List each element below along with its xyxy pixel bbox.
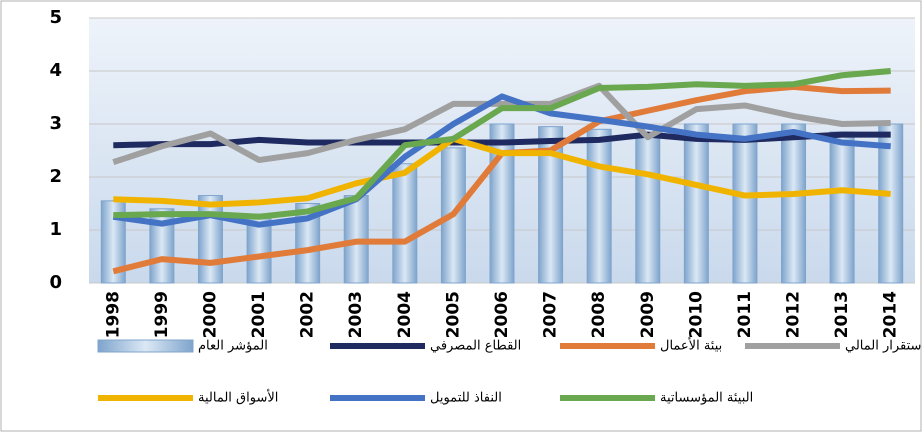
y-tick-label: 3 bbox=[49, 113, 62, 134]
bar bbox=[586, 128, 612, 284]
x-tick-label: 2014 bbox=[881, 291, 901, 338]
line bbox=[113, 135, 891, 208]
bar bbox=[829, 131, 855, 284]
x-tick-label: 2003 bbox=[346, 291, 366, 338]
line bbox=[112, 82, 891, 166]
y-tick-label: 0 bbox=[49, 272, 62, 293]
x-tick-label: 2013 bbox=[832, 291, 852, 338]
x-tick-label: 2008 bbox=[589, 291, 609, 338]
line bbox=[112, 93, 891, 228]
x-tick-label: 2001 bbox=[249, 291, 269, 338]
bar bbox=[878, 123, 904, 284]
x-tick-label: 2012 bbox=[784, 291, 804, 338]
y-tick-label: 4 bbox=[49, 60, 62, 81]
bar bbox=[781, 123, 807, 284]
x-tick-label: 1999 bbox=[152, 291, 172, 338]
legend-label: الاستقرار المالي bbox=[845, 339, 922, 354]
legend-label: النفاذ للتمويل bbox=[430, 391, 502, 406]
y-tick-label: 5 bbox=[49, 7, 62, 28]
legend-label: المؤشر العام bbox=[198, 339, 268, 354]
legend-label: القطاع المصرفي bbox=[430, 339, 521, 354]
x-tick-label: 2011 bbox=[735, 291, 755, 338]
legend-label: البيئة المؤسساتية bbox=[660, 391, 753, 406]
x-tick-label: 1998 bbox=[103, 291, 123, 338]
x-tick-label: 2004 bbox=[395, 291, 415, 338]
bar bbox=[635, 136, 661, 284]
legend-label: بيئة الأعمال bbox=[660, 337, 722, 354]
legend-swatch bbox=[97, 339, 194, 353]
legend-label: الأسواق المالية bbox=[198, 389, 278, 406]
x-tick-label: 2006 bbox=[492, 291, 512, 338]
x-tick-label: 2009 bbox=[638, 291, 658, 338]
y-tick-label: 1 bbox=[49, 219, 62, 240]
x-tick-label: 2000 bbox=[200, 291, 220, 338]
line bbox=[113, 68, 891, 220]
bar bbox=[197, 195, 223, 284]
bar bbox=[732, 123, 758, 284]
x-tick-label: 2007 bbox=[541, 291, 561, 338]
bar bbox=[392, 163, 418, 284]
x-tick-label: 2010 bbox=[686, 291, 706, 338]
x-tick-label: 2005 bbox=[443, 291, 463, 338]
bar bbox=[683, 123, 709, 284]
y-tick-label: 2 bbox=[49, 166, 62, 187]
x-tick-label: 2002 bbox=[298, 291, 318, 338]
